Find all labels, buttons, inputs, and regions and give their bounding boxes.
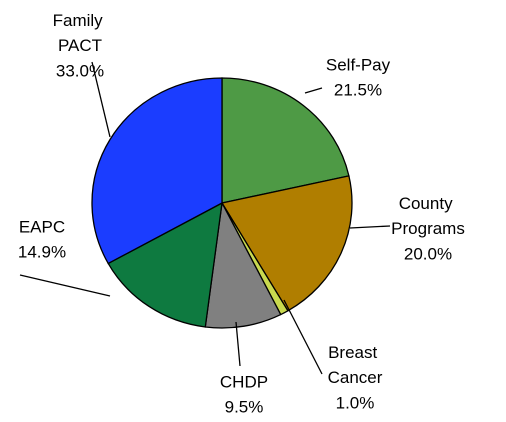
pie-slice <box>107 201 223 328</box>
slice-label: CHDP <box>220 372 268 391</box>
pie-slice <box>220 175 353 312</box>
slice-value-label: 9.5% <box>225 397 264 416</box>
slice-value-label: 1.0% <box>336 393 375 412</box>
leader-line <box>349 225 391 229</box>
slice-value-label: 33.0% <box>56 61 104 80</box>
leader-line <box>283 299 323 375</box>
slice-label: Breast Cancer <box>328 343 383 387</box>
leader-line <box>91 61 111 138</box>
pie-slice <box>221 77 350 204</box>
slice-value-label: 21.5% <box>334 80 382 99</box>
leader-line <box>304 87 323 94</box>
slice-value-label: 14.9% <box>18 242 66 261</box>
slice-label: Family PACT <box>53 11 108 55</box>
leader-line <box>235 321 241 367</box>
slice-value-label: 20.0% <box>404 244 452 263</box>
pie-slice <box>91 77 223 265</box>
slice-label: County Programs <box>391 194 465 238</box>
slice-label: Self-Pay <box>326 55 391 74</box>
leader-line <box>19 274 111 297</box>
slice-label: EAPC <box>19 217 65 236</box>
pie-slice <box>204 200 282 329</box>
